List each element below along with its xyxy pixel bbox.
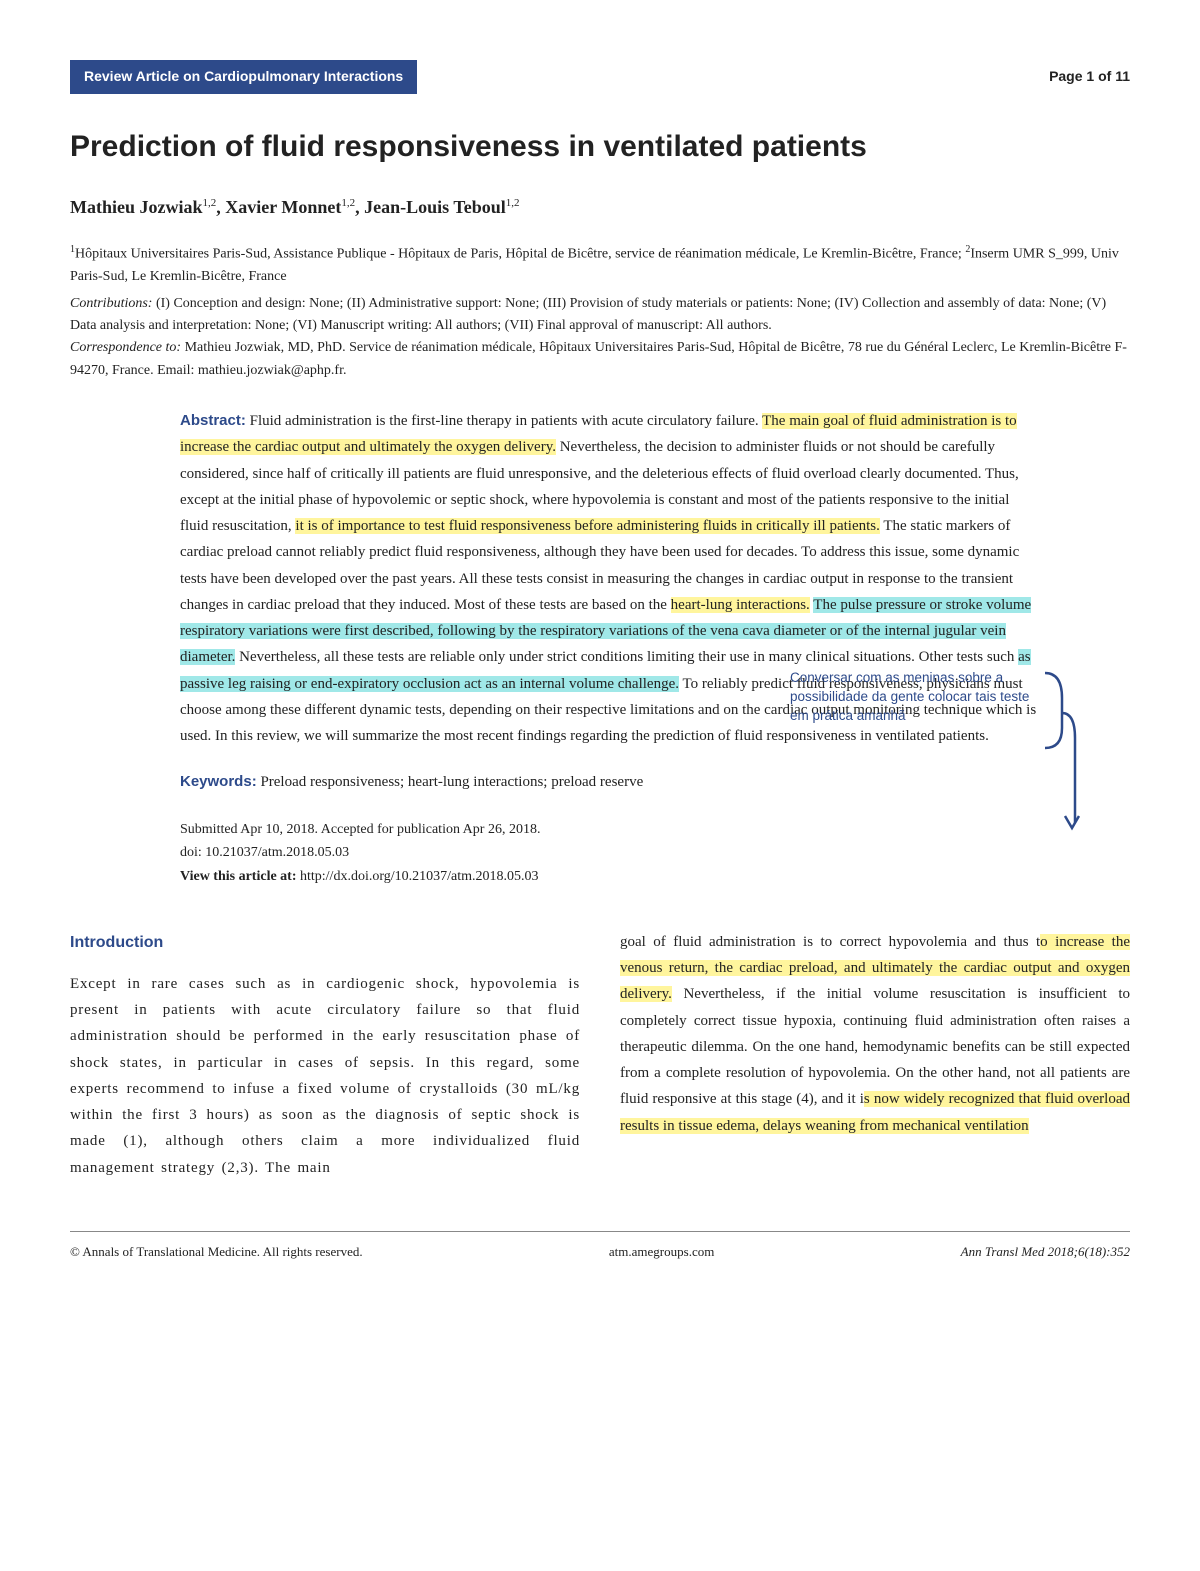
- page-footer: © Annals of Translational Medicine. All …: [70, 1231, 1130, 1262]
- section-heading-introduction: Introduction: [70, 929, 580, 957]
- view-article-label: View this article at:: [180, 869, 297, 884]
- keywords-text: Preload responsiveness; heart-lung inter…: [257, 774, 644, 790]
- abstract-block: Abstract: Fluid administration is the fi…: [180, 408, 1040, 796]
- submitted-date: Submitted Apr 10, 2018. Accepted for pub…: [180, 818, 1130, 842]
- left-column: Introduction Except in rare cases such a…: [70, 929, 580, 1181]
- affiliations: 1Hôpitaux Universitaires Paris-Sud, Assi…: [70, 242, 1130, 288]
- body-columns: Introduction Except in rare cases such a…: [70, 929, 1130, 1181]
- correspondence: Correspondence to: Mathieu Jozwiak, MD, …: [70, 337, 1130, 382]
- article-title: Prediction of fluid responsiveness in ve…: [70, 124, 1130, 171]
- contributions-label: Contributions:: [70, 296, 152, 311]
- footer-copyright: © Annals of Translational Medicine. All …: [70, 1242, 363, 1262]
- body-text: Nevertheless, if the initial volume resu…: [620, 986, 1130, 1107]
- abstract-text: Fluid administration is the first-line t…: [246, 413, 762, 429]
- body-text: goal of fluid administration is to corre…: [620, 934, 1040, 950]
- footer-citation: Ann Transl Med 2018;6(18):352: [961, 1242, 1130, 1262]
- view-article-url[interactable]: http://dx.doi.org/10.21037/atm.2018.05.0…: [297, 869, 539, 884]
- highlight-yellow: it is of importance to test fluid respon…: [295, 518, 879, 534]
- submission-info: Submitted Apr 10, 2018. Accepted for pub…: [180, 818, 1130, 889]
- contributions: Contributions: (I) Conception and design…: [70, 293, 1130, 338]
- body-text: Except in rare cases such as in cardioge…: [70, 971, 580, 1181]
- article-type-badge: Review Article on Cardiopulmonary Intera…: [70, 60, 417, 94]
- abstract-label: Abstract:: [180, 412, 246, 429]
- correspondence-text: Mathieu Jozwiak, MD, PhD. Service de réa…: [70, 340, 1127, 377]
- highlight-yellow: heart-lung interactions.: [671, 597, 810, 613]
- keywords-label: Keywords:: [180, 773, 257, 790]
- contributions-text: (I) Conception and design: None; (II) Ad…: [70, 296, 1106, 333]
- user-annotation-note: Conversar com as meninas sobre a possibi…: [790, 669, 1050, 726]
- authors: Mathieu Jozwiak1,2, Xavier Monnet1,2, Je…: [70, 194, 1130, 222]
- right-column: goal of fluid administration is to corre…: [620, 929, 1130, 1181]
- footer-url: atm.amegroups.com: [609, 1242, 714, 1262]
- page-number: Page 1 of 11: [1049, 66, 1130, 88]
- doi: doi: 10.21037/atm.2018.05.03: [180, 841, 1130, 865]
- abstract-text: Nevertheless, all these tests are reliab…: [235, 649, 1018, 665]
- correspondence-label: Correspondence to:: [70, 340, 181, 355]
